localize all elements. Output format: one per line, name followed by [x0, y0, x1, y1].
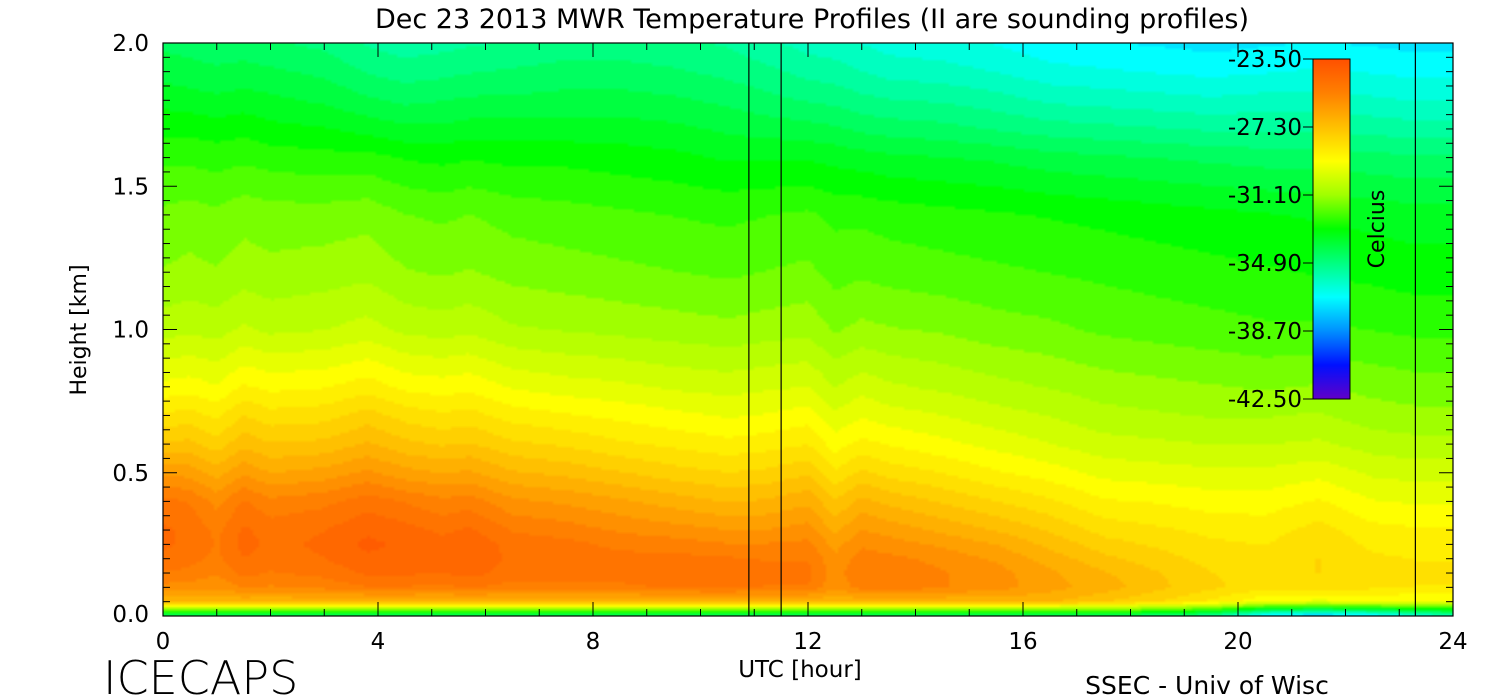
y-tick-label: 2.0 — [112, 31, 149, 57]
colorbar: -23.50 -27.30 -31.10 -34.90 -38.70 -42.50 Cel… — [1228, 47, 1390, 413]
x-tick-label: 12 — [793, 629, 822, 655]
colorbar-tick-label: -31.10 — [1228, 183, 1302, 209]
x-tick-label: 4 — [371, 629, 386, 655]
x-tick-label: 20 — [1223, 629, 1252, 655]
y-tick-label: 0.0 — [112, 602, 149, 628]
colorbar-tick-label: -23.50 — [1228, 47, 1302, 73]
temperature-heatmap — [163, 43, 1453, 616]
colorbar-tick-label: -42.50 — [1228, 387, 1302, 413]
x-axis-label: UTC [hour] — [738, 657, 862, 683]
y-tick-label: 1.5 — [112, 174, 149, 200]
chart-title: Dec 23 2013 MWR Temperature Profiles (II… — [375, 4, 1249, 35]
heatmap-area — [163, 43, 1453, 616]
y-axis-label: Height [km] — [67, 264, 92, 395]
colorbar-tick-label: -34.90 — [1228, 251, 1302, 277]
x-tick-label: 16 — [1008, 629, 1037, 655]
axis-ticks — [162, 42, 1454, 617]
icecaps-logo-text: ICECAPS — [103, 651, 298, 700]
x-tick-label: 0 — [156, 629, 171, 655]
y-tick-label: 0.5 — [112, 461, 149, 487]
x-tick-label: 24 — [1438, 629, 1467, 655]
x-tick-label: 8 — [586, 629, 601, 655]
sounding-lines — [748, 43, 1416, 616]
colorbar-scale — [1312, 58, 1351, 400]
y-tick-labels: 0.0 0.5 1.0 1.5 2.0 — [112, 31, 149, 628]
x-tick-labels: 0 4 8 12 16 20 24 — [156, 629, 1468, 655]
colorbar-tick-label: -27.30 — [1228, 115, 1302, 141]
y-tick-label: 1.0 — [112, 318, 149, 344]
colorbar-ticks: -23.50 -27.30 -31.10 -34.90 -38.70 -42.50 — [1228, 47, 1313, 413]
ssec-credit: SSEC - Univ of Wisc — [1085, 671, 1329, 700]
colorbar-tick-label: -38.70 — [1228, 319, 1302, 345]
colorbar-label: Celcius — [1365, 190, 1390, 269]
